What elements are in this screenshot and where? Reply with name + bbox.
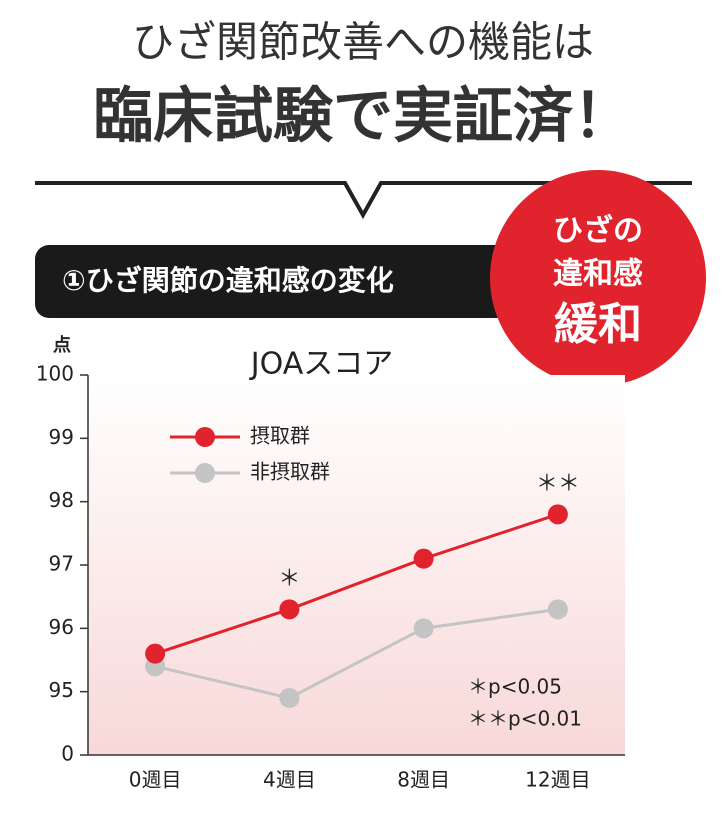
x-tick-label: 12週目 — [525, 768, 590, 792]
point — [547, 599, 568, 620]
y-tick-label: 96 — [49, 615, 74, 639]
y-tick-label: 97 — [49, 552, 74, 576]
banner — [35, 245, 525, 318]
x-tick-label: 8週目 — [397, 768, 450, 792]
point — [279, 599, 300, 620]
y-tick-label: 100 — [36, 362, 74, 386]
legend-marker — [195, 427, 215, 447]
chart-title: JOAスコア — [249, 347, 393, 382]
series-line — [154, 607, 559, 700]
note: ＊＊p<0.01 — [468, 707, 582, 731]
y-tick-label: 99 — [49, 425, 74, 449]
significance-mark: ＊＊ — [536, 471, 580, 496]
note: ＊p<0.05 — [468, 675, 562, 699]
series-line — [154, 512, 559, 656]
headline: 臨床試験で実証済！ — [93, 82, 633, 152]
point — [145, 643, 166, 664]
chart: 0 95 96 97 98 99 100 点 JOAスコア 0週目 4週目 8週目 12週目 摂取群非摂取… — [36, 334, 625, 792]
y-tick-label: 98 — [49, 488, 74, 512]
badge-text: 違和感 — [553, 257, 643, 292]
point — [279, 688, 300, 708]
x-tick-label: 4週目 — [263, 768, 316, 792]
badge-text: 緩和 — [554, 299, 642, 350]
legend-label: 摂取群 — [250, 424, 310, 448]
significance-mark: ＊ — [278, 566, 300, 591]
headline: ひざ関節改善への機能は — [132, 18, 594, 67]
banner-text: ①ひざ関節の違和感の変化 — [62, 264, 394, 297]
point — [413, 548, 434, 569]
legend-marker — [195, 463, 215, 483]
legend-label: 非摂取群 — [250, 460, 330, 484]
badge-text: ひざの — [553, 214, 643, 249]
point — [413, 618, 434, 639]
point — [547, 504, 568, 525]
y-tick-label: 0 — [61, 742, 74, 766]
badge — [490, 170, 706, 386]
divider — [35, 181, 692, 220]
x-tick-label: 0週目 — [129, 768, 182, 792]
y-tick-label: 95 — [49, 678, 74, 702]
y-axis-label: 点 — [53, 334, 71, 356]
